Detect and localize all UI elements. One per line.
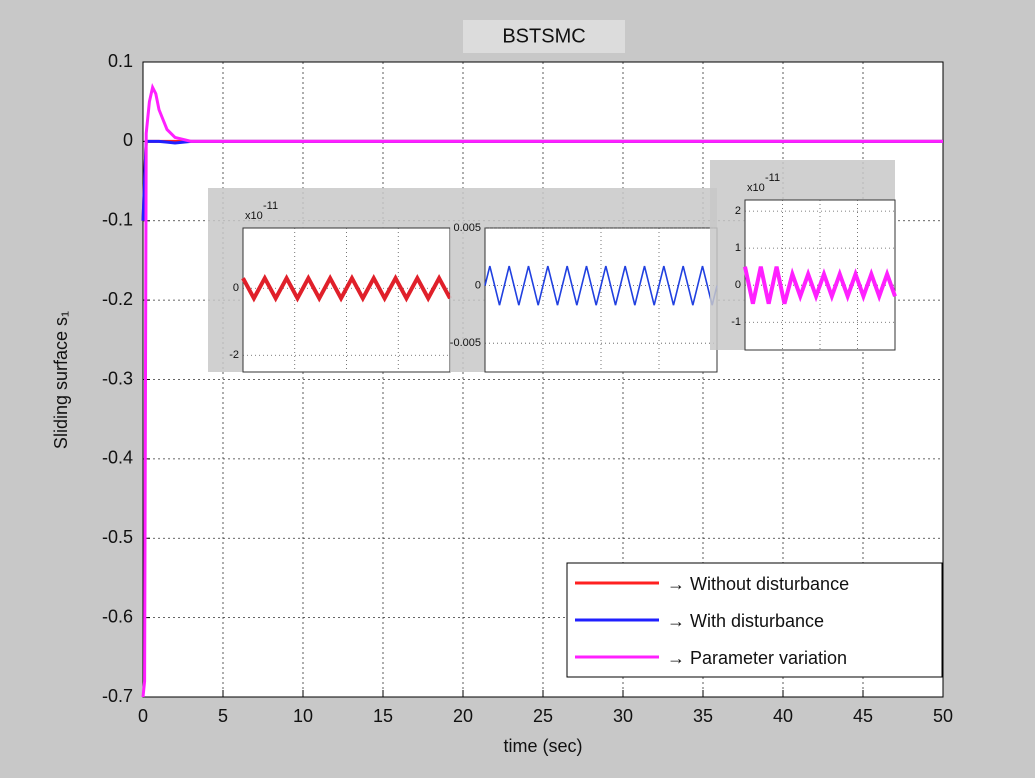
x-tick-label: 30	[613, 706, 633, 726]
x-tick-label: 45	[853, 706, 873, 726]
x-tick-label: 35	[693, 706, 713, 726]
y-tick-label: -0.5	[102, 527, 133, 547]
inset-exponent: x10	[245, 210, 263, 222]
legend-label: → Without disturbance	[667, 574, 849, 594]
legend-label: → Parameter variation	[667, 648, 847, 668]
inset-exponent: x10	[747, 182, 765, 194]
legend-label: → With disturbance	[667, 611, 824, 631]
y-tick-label: 0.1	[108, 51, 133, 71]
x-tick-label: 25	[533, 706, 553, 726]
y-tick-label: -0.1	[102, 210, 133, 230]
inset-tick-label: 0	[233, 282, 239, 294]
x-tick-label: 15	[373, 706, 393, 726]
title-box	[463, 20, 625, 53]
inset-tick-label: 0.005	[453, 222, 481, 234]
inset-line	[484, 265, 718, 306]
y-tick-label: -0.2	[102, 289, 133, 309]
x-tick-label: 10	[293, 706, 313, 726]
axes-box	[142, 61, 944, 698]
x-tick-label: 50	[933, 706, 953, 726]
x-tick-label: 20	[453, 706, 473, 726]
inset-line	[743, 266, 897, 305]
inset-line	[241, 274, 452, 303]
x-tick-label: 0	[138, 706, 148, 726]
x-tick-label: 40	[773, 706, 793, 726]
inset-exponent-power: -11	[263, 200, 278, 212]
inset-tick-label: -1	[731, 316, 741, 328]
y-tick-label: -0.3	[102, 368, 133, 388]
y-tick-label: -0.4	[102, 448, 133, 468]
x-tick-label: 5	[218, 706, 228, 726]
x-axis-label: time (sec)	[503, 736, 582, 756]
inset-exponent-power: -11	[765, 172, 780, 184]
y-axis-label: Sliding surface s₁	[51, 311, 71, 449]
series-line	[141, 82, 943, 698]
inset-tick-label: 0	[475, 280, 481, 292]
y-tick-label: 0	[123, 130, 133, 150]
chart-title: BSTSMC	[502, 25, 585, 47]
inset-tick-label: 2	[735, 205, 741, 217]
inset-tick-label: -0.005	[450, 337, 481, 349]
y-tick-label: -0.6	[102, 606, 133, 626]
y-tick-label: -0.7	[102, 686, 133, 706]
inset-tick-label: -2	[229, 349, 239, 361]
inset-tick-label: 1	[735, 242, 741, 254]
inset-tick-label: 0	[735, 279, 741, 291]
